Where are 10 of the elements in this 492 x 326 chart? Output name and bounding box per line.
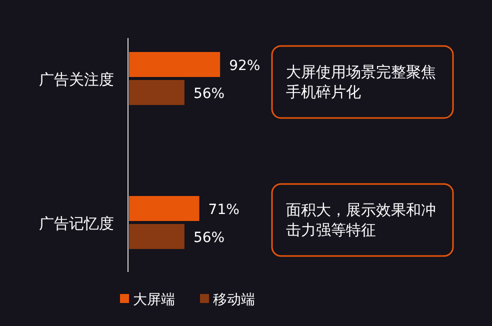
annotation-box: 大屏使用场景完整聚焦手机碎片化	[271, 45, 454, 119]
data-label: 71%	[208, 202, 240, 218]
legend-label: 移动端	[213, 292, 255, 308]
data-label: 92%	[229, 58, 260, 74]
y-tick-label: 广告关注度	[39, 70, 114, 88]
data-label: 56%	[193, 86, 225, 102]
annotation-box: 面积大，展示效果和冲击力强等特征	[271, 183, 454, 257]
legend-label: 大屏端	[133, 292, 175, 308]
y-tick-label: 广告记忆度	[39, 214, 114, 232]
data-label: 56%	[193, 230, 225, 246]
